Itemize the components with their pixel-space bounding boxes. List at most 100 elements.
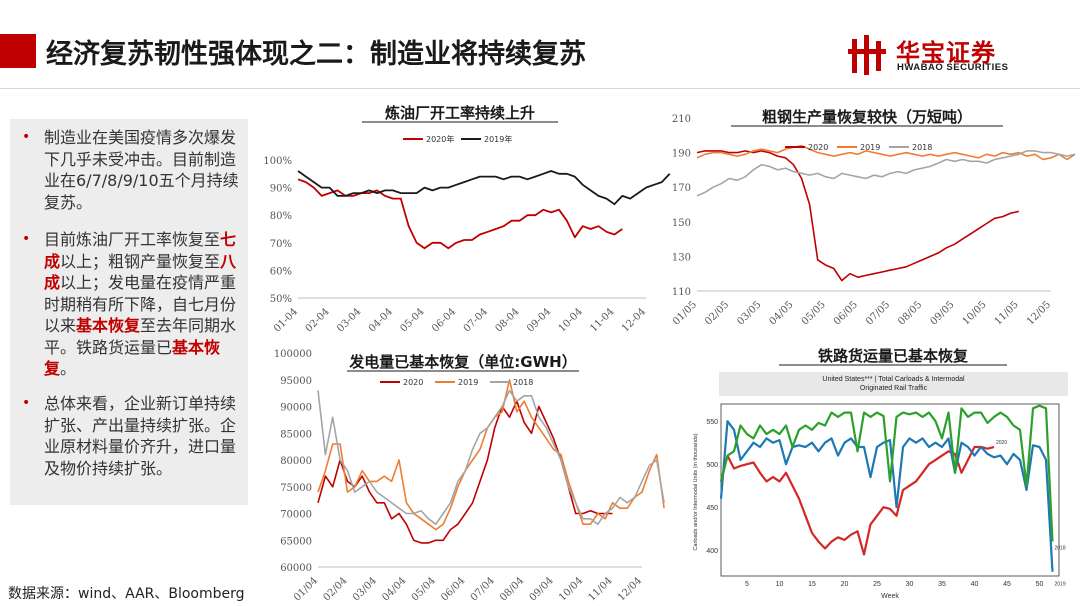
y-tick-label: 60% bbox=[270, 266, 292, 277]
x-tick-label: 08/05 bbox=[896, 299, 924, 327]
series-line-2019 bbox=[696, 144, 1076, 161]
legend-label: 2019 bbox=[458, 378, 478, 387]
x-tick-label: 10/05 bbox=[961, 299, 989, 327]
chart-title: 铁路货运量已基本恢复 bbox=[818, 347, 969, 365]
highlight-text: 基本恢复 bbox=[76, 316, 141, 335]
y-tick-label: 85000 bbox=[280, 429, 312, 440]
x-tick-label: 07/05 bbox=[864, 299, 892, 327]
title-divider bbox=[0, 88, 1080, 89]
series-line-2018 bbox=[696, 150, 1076, 197]
x-tick-label: 01/05 bbox=[671, 299, 699, 327]
highlight-text: 七成 bbox=[44, 230, 237, 271]
series-line-2019 bbox=[297, 170, 671, 206]
bullet-segment: 以上；发电量在疫情严重时期稍有所下降，自七月份以来 bbox=[44, 273, 237, 335]
y-tick-label: 90% bbox=[270, 184, 292, 195]
bullet-dot-icon: • bbox=[22, 231, 31, 247]
logo-chinese-text: 华宝证券 bbox=[896, 39, 996, 67]
rail-inner-title-1: United States*** | Total Carloads & Inte… bbox=[822, 376, 965, 383]
power-generation-chart: 发电量已基本恢复（单位:GWH） 100000 95000 90000 85000 800… bbox=[274, 349, 665, 604]
bullet-segment: 目前炼油厂开工率恢复至 bbox=[44, 230, 221, 249]
y-tick-label: 110 bbox=[672, 287, 691, 298]
x-tick-label: 08-04 bbox=[493, 306, 521, 334]
x-tick-label: 10-04 bbox=[557, 306, 585, 334]
company-logo: 华宝证券 HWABAO SECURITIES bbox=[846, 33, 1046, 77]
x-tick-label: 10 bbox=[776, 581, 784, 588]
x-tick-label: 06/05 bbox=[832, 299, 860, 327]
x-tick-label: 03-04 bbox=[335, 306, 363, 334]
title-accent-bar bbox=[0, 34, 36, 68]
y-tick-label: 130 bbox=[672, 252, 691, 263]
x-tick-label: 05/04 bbox=[410, 575, 438, 603]
y-tick-label: 80% bbox=[270, 211, 292, 222]
bullet-text-1: 制造业在美国疫情多次爆发下几乎未受冲击。目前制造业在6/7/8/9/10五个月持… bbox=[22, 127, 244, 213]
x-tick-label: 12/05 bbox=[1025, 299, 1053, 327]
bullet-segment: 。 bbox=[60, 359, 77, 378]
x-tick-label: 01-04 bbox=[272, 306, 300, 334]
rail-traffic-chart: 550 500 450 400 5 10 15 20 25 30 35 40 45 50 Week Carlo… bbox=[693, 403, 1066, 600]
x-tick-label: 11/05 bbox=[993, 299, 1021, 327]
series-end-label: 2019 bbox=[1055, 582, 1066, 588]
series-line-2020 bbox=[297, 178, 623, 250]
legend-label: 2019年 bbox=[484, 134, 512, 144]
x-tick-label: 35 bbox=[938, 581, 946, 588]
x-tick-label: 04-04 bbox=[367, 306, 395, 334]
logo-mark-icon bbox=[848, 35, 886, 75]
x-tick-label: 08/04 bbox=[498, 575, 526, 603]
y-tick-label: 450 bbox=[706, 505, 718, 512]
legend-label: 2019 bbox=[860, 143, 880, 152]
legend-label: 2018 bbox=[912, 143, 932, 152]
x-tick-label: 25 bbox=[873, 581, 881, 588]
slide-title: 经济复苏韧性强体现之二：制造业将持续复苏 bbox=[46, 39, 586, 70]
chart-title: 发电量已基本恢复（单位:GWH） bbox=[348, 353, 576, 371]
series-line-2020 bbox=[719, 445, 995, 556]
y-axis-label: Carloads and/or Intermodal Units (in tho… bbox=[693, 433, 699, 550]
y-tick-label: 60000 bbox=[280, 563, 312, 574]
x-tick-label: 06-04 bbox=[430, 306, 458, 334]
x-tick-label: 45 bbox=[1003, 581, 1011, 588]
chart-title: 炼油厂开工率持续上升 bbox=[385, 104, 535, 122]
bullet-segment: 至去年同期水平。铁路货运量已 bbox=[44, 316, 237, 357]
y-tick-label: 400 bbox=[706, 548, 718, 555]
bullet-dot-icon: • bbox=[22, 129, 31, 145]
y-tick-label: 190 bbox=[672, 149, 691, 160]
x-tick-label: 02/04 bbox=[321, 575, 349, 603]
y-tick-label: 550 bbox=[706, 419, 718, 426]
y-tick-label: 75000 bbox=[280, 483, 312, 494]
x-tick-label: 02-04 bbox=[304, 306, 332, 334]
series-line-2020 bbox=[696, 150, 1019, 282]
x-tick-label: 09/04 bbox=[528, 575, 556, 603]
x-tick-label: 12/04 bbox=[616, 575, 644, 603]
series-line-2018 bbox=[317, 389, 665, 525]
x-tick-label: 07-04 bbox=[462, 306, 490, 334]
bullet-segment: 以上；粗钢产量恢复至 bbox=[60, 251, 221, 271]
legend-label: 2020 bbox=[403, 378, 423, 387]
rail-inner-title-2: Originated Rail Traffic bbox=[859, 385, 928, 392]
y-tick-label: 100000 bbox=[274, 349, 312, 360]
series-line-2018 bbox=[719, 404, 1054, 542]
bullet-text-2: 目前炼油厂开工率恢复至七成以上；粗钢产量恢复至八成以上；发电量在疫情严重时期稍有… bbox=[22, 229, 244, 380]
series-end-label: 2020 bbox=[996, 440, 1007, 446]
y-tick-label: 70% bbox=[270, 239, 292, 250]
x-tick-label: 10/04 bbox=[557, 575, 585, 603]
x-tick-label: 12-04 bbox=[620, 306, 648, 334]
x-tick-label: 01/04 bbox=[292, 575, 320, 603]
highlight-text: 基本恢复 bbox=[44, 337, 221, 379]
y-tick-label: 170 bbox=[672, 183, 691, 194]
y-tick-label: 210 bbox=[672, 114, 691, 125]
series-line-2019 bbox=[317, 379, 665, 531]
data-source-note: 数据来源：wind、AAR、Bloomberg bbox=[8, 586, 245, 602]
x-tick-label: 05/05 bbox=[800, 299, 828, 327]
bullet-dot-icon: • bbox=[22, 395, 31, 411]
x-tick-label: 5 bbox=[745, 581, 749, 588]
bullet-item-3: • 总体来看，企业新订单持续扩张、产出量持续扩张。企业原材料量价齐升，进口量及物… bbox=[22, 393, 244, 479]
bullet-segment: 总体来看，企业新订单持续扩张、产出量持续扩张。企业原材料量价齐升，进口量及物价持… bbox=[44, 394, 237, 478]
bullet-segment: 制造业在美国疫情多次爆发下几乎未受冲击。目前制造业在6/7/8/9/10五个月持… bbox=[44, 128, 239, 212]
chart-title: 粗钢生产量恢复较快（万短吨） bbox=[762, 108, 972, 126]
bullet-item-2: • 目前炼油厂开工率恢复至七成以上；粗钢产量恢复至八成以上；发电量在疫情严重时期… bbox=[22, 229, 244, 380]
x-tick-label: 50 bbox=[1036, 581, 1044, 588]
x-tick-label: 30 bbox=[906, 581, 914, 588]
rail-chart-title-area: 铁路货运量已基本恢复 bbox=[779, 347, 1007, 366]
highlight-text: 八成 bbox=[44, 251, 237, 293]
